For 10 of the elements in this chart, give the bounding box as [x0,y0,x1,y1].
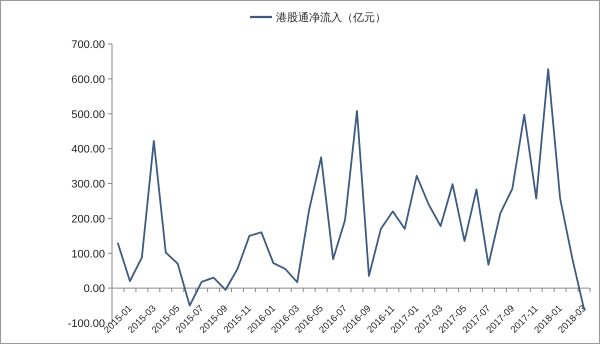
y-tick-label: 300.00 [71,178,105,190]
y-tick-label: 400.00 [71,144,105,156]
y-tick-label: -100.00 [68,318,105,330]
y-tick-label: 700.00 [71,39,105,51]
y-tick-label: 200.00 [71,213,105,226]
legend-label: 港股通净流入（亿元） [276,11,386,24]
y-tick-label: 100.00 [71,248,105,260]
y-tick-label: 500.00 [71,108,105,121]
y-tick-label: 600.00 [71,74,105,86]
y-tick-label: 0.00 [84,283,105,296]
